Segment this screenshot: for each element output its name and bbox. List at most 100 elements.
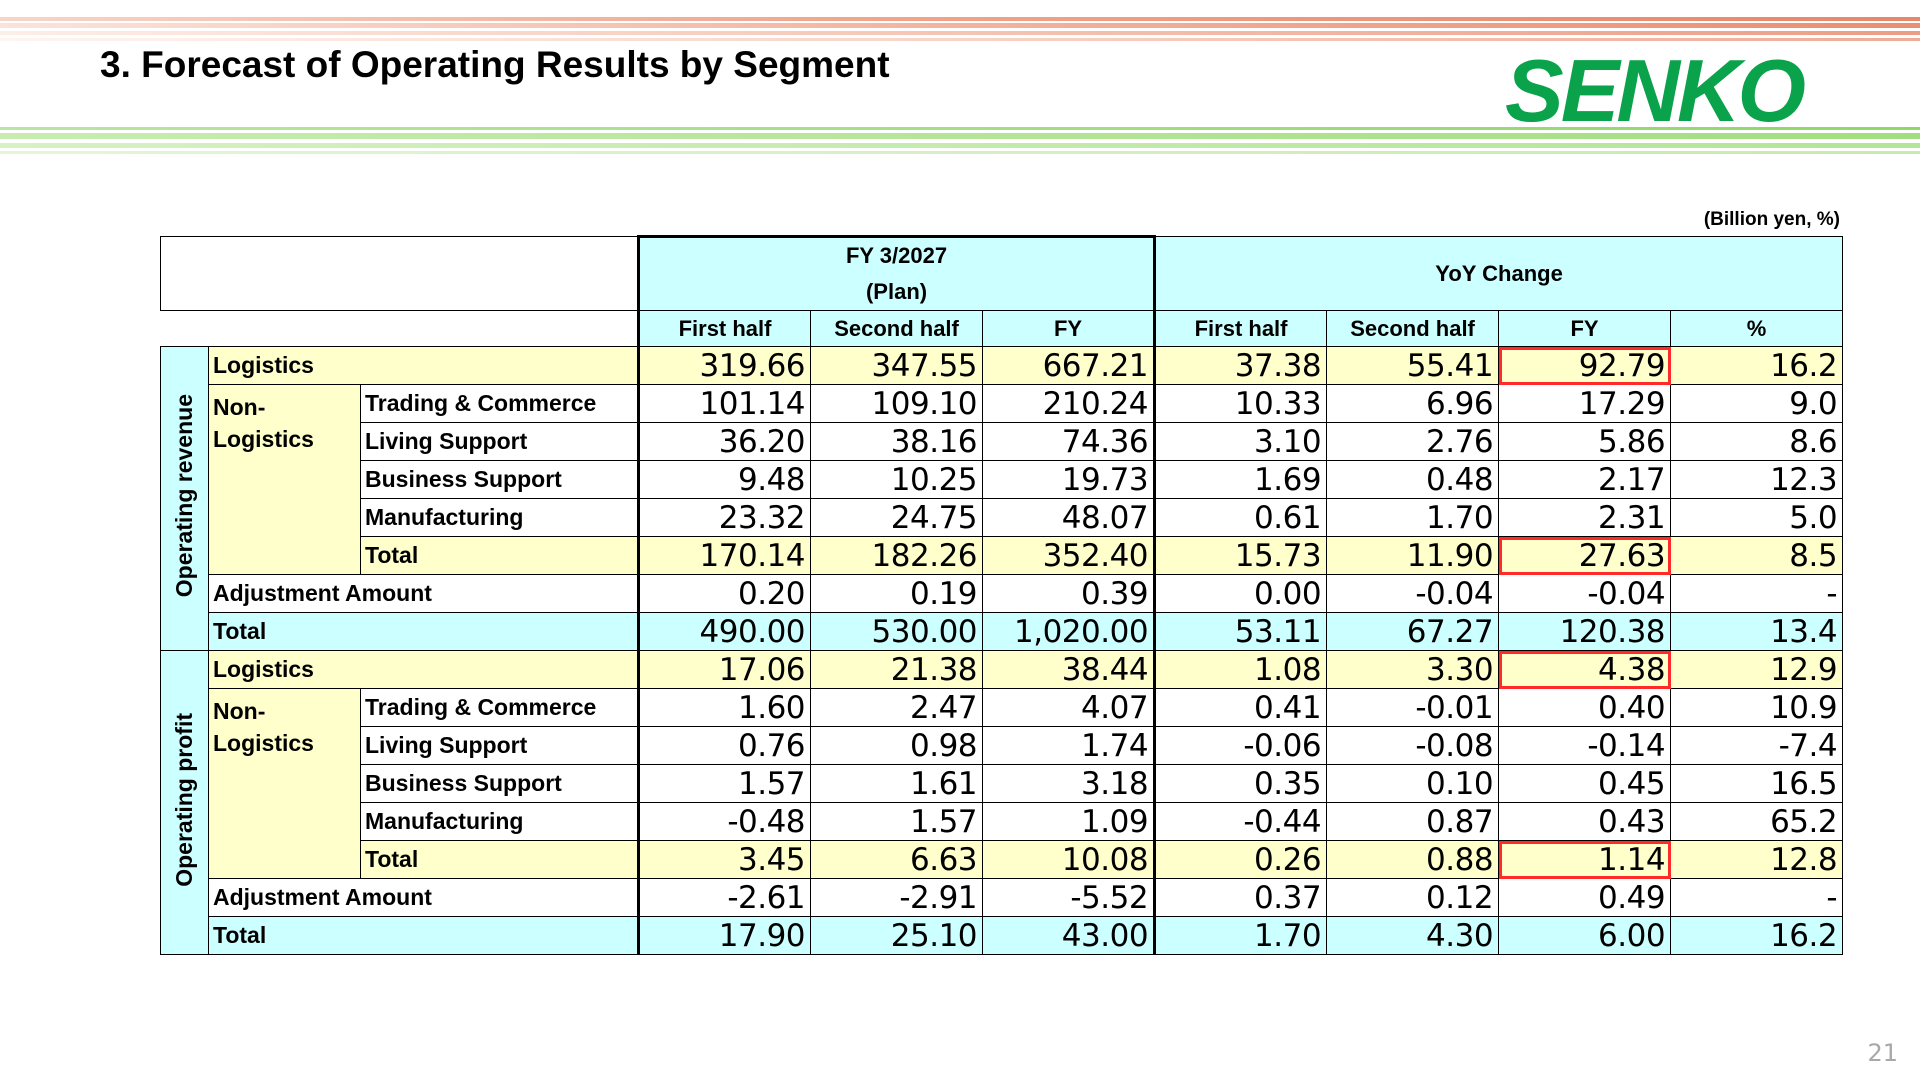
value-cell: 12.3 [1670, 460, 1844, 499]
value-cell: 48.07 [982, 498, 1156, 537]
value-cell: 0.88 [1326, 840, 1500, 879]
value-cell: 347.55 [810, 346, 984, 385]
value-cell: 10.08 [982, 840, 1156, 879]
unit-note: (Billion yen, %) [1703, 209, 1840, 230]
section-label-profit: Operating profit [160, 650, 209, 955]
value-cell: 25.10 [810, 916, 984, 955]
top-stripe [0, 17, 1920, 21]
value-cell: 0.37 [1153, 878, 1328, 917]
value-cell: 182.26 [810, 536, 984, 575]
value-cell: 15.73 [1153, 536, 1328, 575]
value-cell: 12.8 [1670, 840, 1844, 879]
value-cell: -0.48 [637, 802, 812, 841]
header-divider-stripe [0, 151, 1920, 154]
value-cell: 4.07 [982, 688, 1156, 727]
value-cell: 2.17 [1498, 460, 1672, 499]
col-header: FY [1498, 310, 1672, 347]
value-cell: - [1670, 878, 1844, 917]
value-cell: 0.48 [1326, 460, 1500, 499]
highlighted-value-cell: 92.79 [1498, 346, 1672, 385]
row-label: Living Support [359, 726, 640, 765]
value-cell: 9.0 [1670, 384, 1844, 423]
page-title: 3. Forecast of Operating Results by Segm… [100, 44, 890, 85]
value-cell: 2.47 [810, 688, 984, 727]
row-label: Living Support [359, 422, 640, 461]
segment-forecast-table: FY 3/2027 (Plan) YoY Change First half S… [159, 235, 1844, 955]
header-blank-cell [159, 236, 640, 311]
value-cell: -0.06 [1153, 726, 1328, 765]
value-cell: 37.38 [1153, 346, 1328, 385]
value-cell: 38.44 [982, 650, 1156, 689]
value-cell: 0.98 [810, 726, 984, 765]
value-cell: 8.6 [1670, 422, 1844, 461]
value-cell: 0.19 [810, 574, 984, 613]
value-cell: 13.4 [1670, 612, 1844, 651]
row-label: Logistics [207, 346, 640, 385]
value-cell: 17.06 [637, 650, 812, 689]
value-cell: 5.0 [1670, 498, 1844, 537]
table-row: Total 3.45 6.63 10.08 0.26 0.88 1.14 12.… [161, 840, 1844, 879]
value-cell: 10.9 [1670, 688, 1844, 727]
plan-header-line1: FY 3/2027 [845, 243, 948, 268]
value-cell: 6.63 [810, 840, 984, 879]
table-row: Total 17.90 25.10 43.00 1.70 4.30 6.00 1… [161, 916, 1844, 955]
value-cell: 1.08 [1153, 650, 1328, 689]
row-label: Manufacturing [359, 498, 640, 537]
value-cell: 319.66 [637, 346, 812, 385]
value-cell: 2.76 [1326, 422, 1500, 461]
value-cell: 0.20 [637, 574, 812, 613]
value-cell: 17.29 [1498, 384, 1672, 423]
row-label: Adjustment Amount [207, 878, 640, 917]
value-cell: 9.48 [637, 460, 812, 499]
value-cell: 0.41 [1153, 688, 1328, 727]
value-cell: -2.91 [810, 878, 984, 917]
row-label: Total [359, 536, 640, 575]
highlighted-value-cell: 27.63 [1498, 536, 1672, 575]
value-cell: 12.9 [1670, 650, 1844, 689]
value-cell: 21.38 [810, 650, 984, 689]
value-cell: 101.14 [637, 384, 812, 423]
table-row: Manufacturing 23.32 24.75 48.07 0.61 1.7… [161, 498, 1844, 537]
col-header: First half [1153, 310, 1328, 347]
value-cell: 23.32 [637, 498, 812, 537]
value-cell: 1.09 [982, 802, 1156, 841]
column-header-row: First half Second half FY First half Sec… [160, 310, 1844, 347]
value-cell: 0.10 [1326, 764, 1500, 803]
non-logistics-label: Non-Logistics [208, 384, 361, 575]
col-header: FY [982, 310, 1156, 347]
col-header: First half [637, 310, 812, 347]
value-cell: 10.25 [810, 460, 984, 499]
table-row: Operating profit Logistics 17.06 21.38 3… [160, 650, 1844, 955]
value-cell: -5.52 [982, 878, 1156, 917]
value-cell: -0.14 [1498, 726, 1672, 765]
value-cell: -7.4 [1670, 726, 1844, 765]
row-label: Business Support [359, 460, 640, 499]
table-row: Business Support 9.48 10.25 19.73 1.69 0… [161, 460, 1844, 499]
value-cell: -0.08 [1326, 726, 1500, 765]
value-cell: 0.00 [1153, 574, 1328, 613]
row-label: Adjustment Amount [207, 574, 640, 613]
row-label: Total [207, 612, 640, 651]
value-cell: 17.90 [637, 916, 812, 955]
table-row: Non-Logistics Trading & Commerce 101.14 … [161, 384, 1844, 575]
value-cell: 0.12 [1326, 878, 1500, 917]
yoy-header: YoY Change [1153, 236, 1844, 311]
row-label: Manufacturing [359, 802, 640, 841]
table-row: Total 170.14 182.26 352.40 15.73 11.90 2… [161, 536, 1844, 575]
value-cell: 667.21 [982, 346, 1156, 385]
value-cell: 1.60 [637, 688, 812, 727]
value-cell: 1.74 [982, 726, 1156, 765]
value-cell: 1.70 [1326, 498, 1500, 537]
value-cell: 352.40 [982, 536, 1156, 575]
value-cell: 16.2 [1670, 916, 1844, 955]
value-cell: 0.45 [1498, 764, 1672, 803]
value-cell: 74.36 [982, 422, 1156, 461]
top-stripe [0, 38, 1920, 41]
value-cell: 1,020.00 [982, 612, 1156, 651]
value-cell: 36.20 [637, 422, 812, 461]
col-header: Second half [1326, 310, 1500, 347]
value-cell: 210.24 [982, 384, 1156, 423]
value-cell: 16.5 [1670, 764, 1844, 803]
value-cell: 1.57 [637, 764, 812, 803]
value-cell: 67.27 [1326, 612, 1500, 651]
